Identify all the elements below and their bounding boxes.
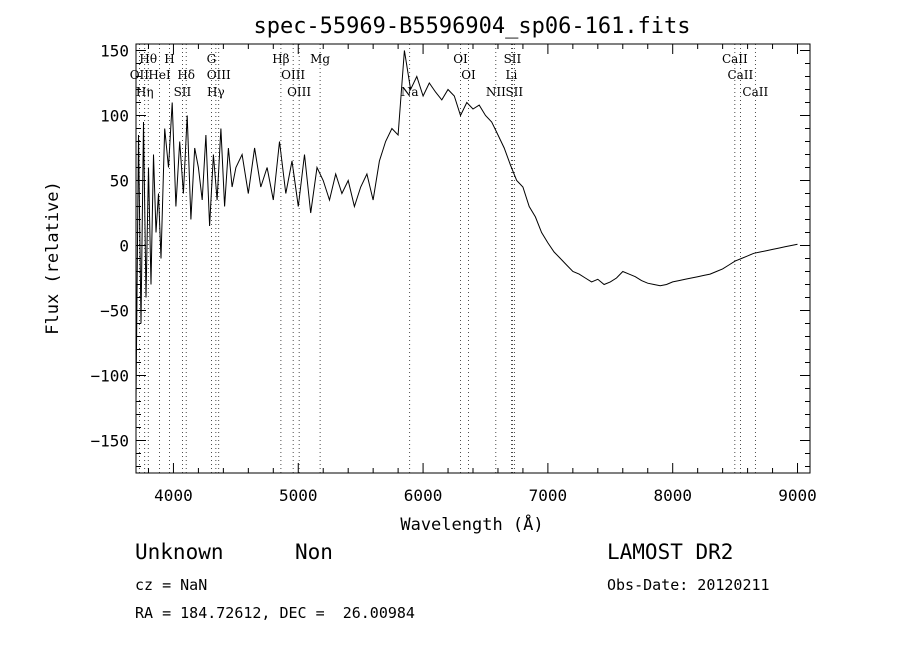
spectral-line-label: OIII (281, 68, 305, 82)
spectral-line-label: OII (130, 68, 150, 82)
object-subclass: Non (295, 540, 333, 564)
object-class: Unknown (135, 540, 224, 564)
survey-name: LAMOST DR2 (607, 540, 734, 564)
x-tick-label: 6000 (404, 486, 443, 505)
spectral-line-label: NII (486, 85, 506, 99)
spectral-line-label: SII (174, 85, 192, 99)
spectral-line-label: Mg (310, 52, 330, 66)
redshift-info: cz = NaN (135, 576, 208, 594)
y-tick-label: −150 (90, 432, 129, 451)
spectral-line-label: CaII (722, 52, 748, 66)
x-tick-label: 7000 (529, 486, 568, 505)
spectral-line-label: SII (504, 52, 522, 66)
axis-ticks: 4000 5000 6000 7000 8000 9000 −150 −100 −50 0 50 10… (90, 42, 816, 506)
spectral-lines: OII Hη Hθ HeI H SII Hδ G Hγ OIII Hβ OIII OIII Mg Na OI O… (130, 44, 768, 473)
spectral-line-label: CaII (727, 68, 753, 82)
y-tick-label: −100 (90, 367, 129, 386)
y-axis-label: Flux (relative) (43, 181, 63, 335)
spectral-line-label: Hθ (139, 52, 157, 66)
x-axis-label: Wavelength (Å) (400, 513, 543, 535)
coordinates-info: RA = 184.72612, DEC = 26.00984 (135, 604, 415, 622)
y-tick-label: 100 (100, 107, 129, 126)
x-tick-label: 4000 (154, 486, 193, 505)
spectral-line-label: Na (401, 85, 419, 99)
spectral-line-label: OIII (207, 68, 231, 82)
spectral-line-label: H (164, 52, 174, 66)
spectral-line-label: OI (453, 52, 468, 66)
y-tick-label: −50 (100, 302, 129, 321)
y-tick-label: 50 (110, 172, 129, 191)
spectral-line-label: Li (506, 68, 518, 82)
spectral-line-label: OI (461, 68, 476, 82)
y-tick-label: 150 (100, 42, 129, 61)
spectral-line-label: Hη (136, 85, 154, 99)
spectrum-line (135, 50, 798, 402)
spectral-line-label: OIII (287, 85, 311, 99)
spectral-line-label: Hβ (272, 52, 289, 66)
y-tick-label: 0 (119, 237, 129, 256)
observation-date: Obs-Date: 20120211 (607, 576, 770, 594)
spectral-line-label: Hγ (207, 85, 225, 99)
spectral-line-label: Hδ (177, 68, 195, 82)
x-tick-label: 5000 (279, 486, 318, 505)
x-tick-label: 9000 (778, 486, 817, 505)
chart-title: spec-55969-B5596904_sp06-161.fits (253, 14, 690, 39)
x-tick-label: 8000 (653, 486, 692, 505)
spectral-line-label: HeI (148, 68, 171, 82)
spectral-line-label: SII (505, 85, 523, 99)
spectral-line-label: CaII (742, 85, 768, 99)
spectral-line-label: G (207, 52, 217, 66)
